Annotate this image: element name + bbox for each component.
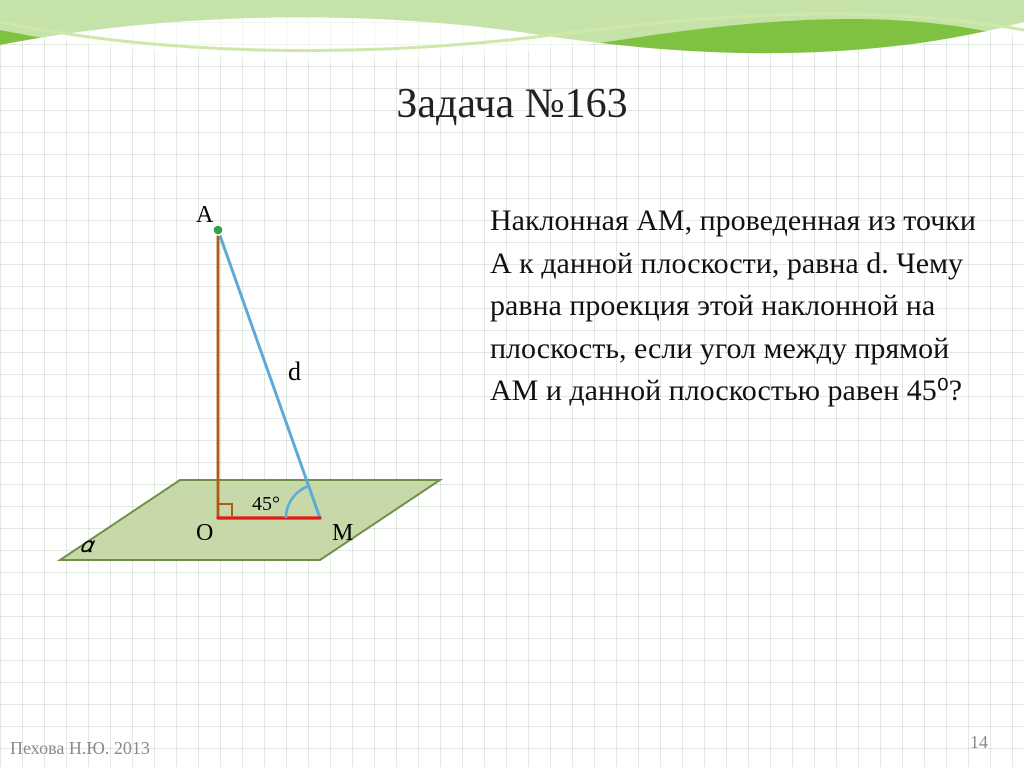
angle-label: 45° xyxy=(252,493,280,515)
geometry-diagram: 𝛼45°АОМd xyxy=(20,190,470,620)
point-label-m: М xyxy=(332,520,353,546)
slant-d-label: d xyxy=(288,357,301,386)
point-a-marker xyxy=(213,225,223,235)
segment-AM xyxy=(218,230,320,518)
problem-text: Наклонная АМ, проведенная из точки А к д… xyxy=(490,200,980,413)
footer-author: Пехова Н.Ю. 2013 xyxy=(10,738,150,759)
slide: Задача №163 Наклонная АМ, проведенная из… xyxy=(0,0,1024,767)
plane-alpha xyxy=(60,480,440,560)
footer-page-number: 14 xyxy=(970,732,988,753)
point-label-a: А xyxy=(196,202,214,228)
page-title: Задача №163 xyxy=(0,80,1024,128)
point-label-o: О xyxy=(196,520,213,546)
